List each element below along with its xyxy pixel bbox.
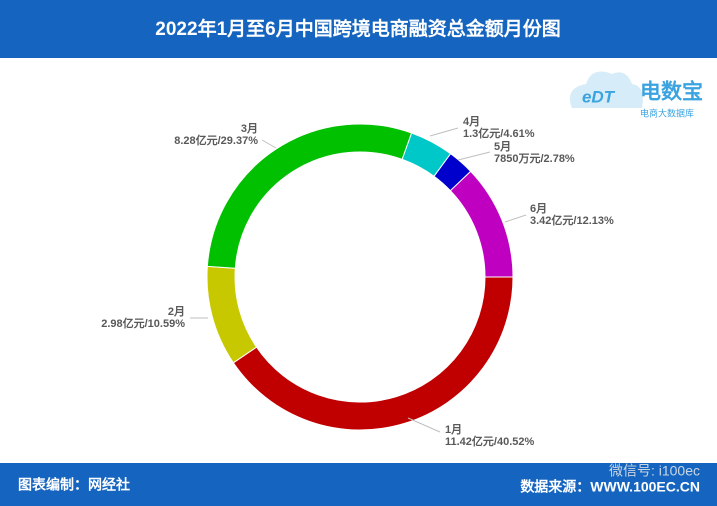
leader-line — [261, 139, 277, 149]
value-label: 11.42亿元/40.52% — [445, 434, 535, 448]
header-bar — [0, 0, 717, 58]
category-label: 6月 — [530, 202, 547, 215]
value-label: 2.98亿元/10.59% — [101, 316, 185, 330]
footer-bar — [0, 463, 717, 506]
leader-line — [504, 214, 527, 223]
value-label: 8.28亿元/29.37% — [174, 133, 258, 147]
leader-line — [457, 151, 491, 161]
footer-left: 图表编制：网经社 — [18, 477, 130, 493]
category-label: 5月 — [494, 140, 511, 153]
chart-title: 2022年1月至6月中国跨境电商融资总金额月份图 — [155, 17, 560, 40]
value-label: 1.3亿元/4.61% — [463, 126, 535, 140]
leader-line — [429, 127, 459, 137]
watermark: 微信号: i100ec — [609, 463, 700, 479]
leader-line — [407, 417, 441, 433]
logo: eDT 电数宝 电商大数据库 — [569, 71, 703, 118]
category-label: 4月 — [463, 115, 480, 128]
logo-tagline: 电商大数据库 — [640, 107, 694, 118]
donut-slice — [449, 170, 514, 278]
category-label: 3月 — [241, 122, 258, 135]
logo-name: 电数宝 — [640, 80, 703, 104]
footer-right: 数据来源：WWW.100EC.CN — [520, 479, 700, 495]
value-label: 7850万元/2.78% — [494, 152, 575, 165]
logo-cloud — [569, 71, 643, 108]
category-label: 2月 — [168, 305, 185, 318]
category-label: 1月 — [445, 423, 462, 436]
logo-mark: eDT — [582, 87, 616, 106]
value-label: 3.42亿元/12.13% — [530, 213, 614, 227]
